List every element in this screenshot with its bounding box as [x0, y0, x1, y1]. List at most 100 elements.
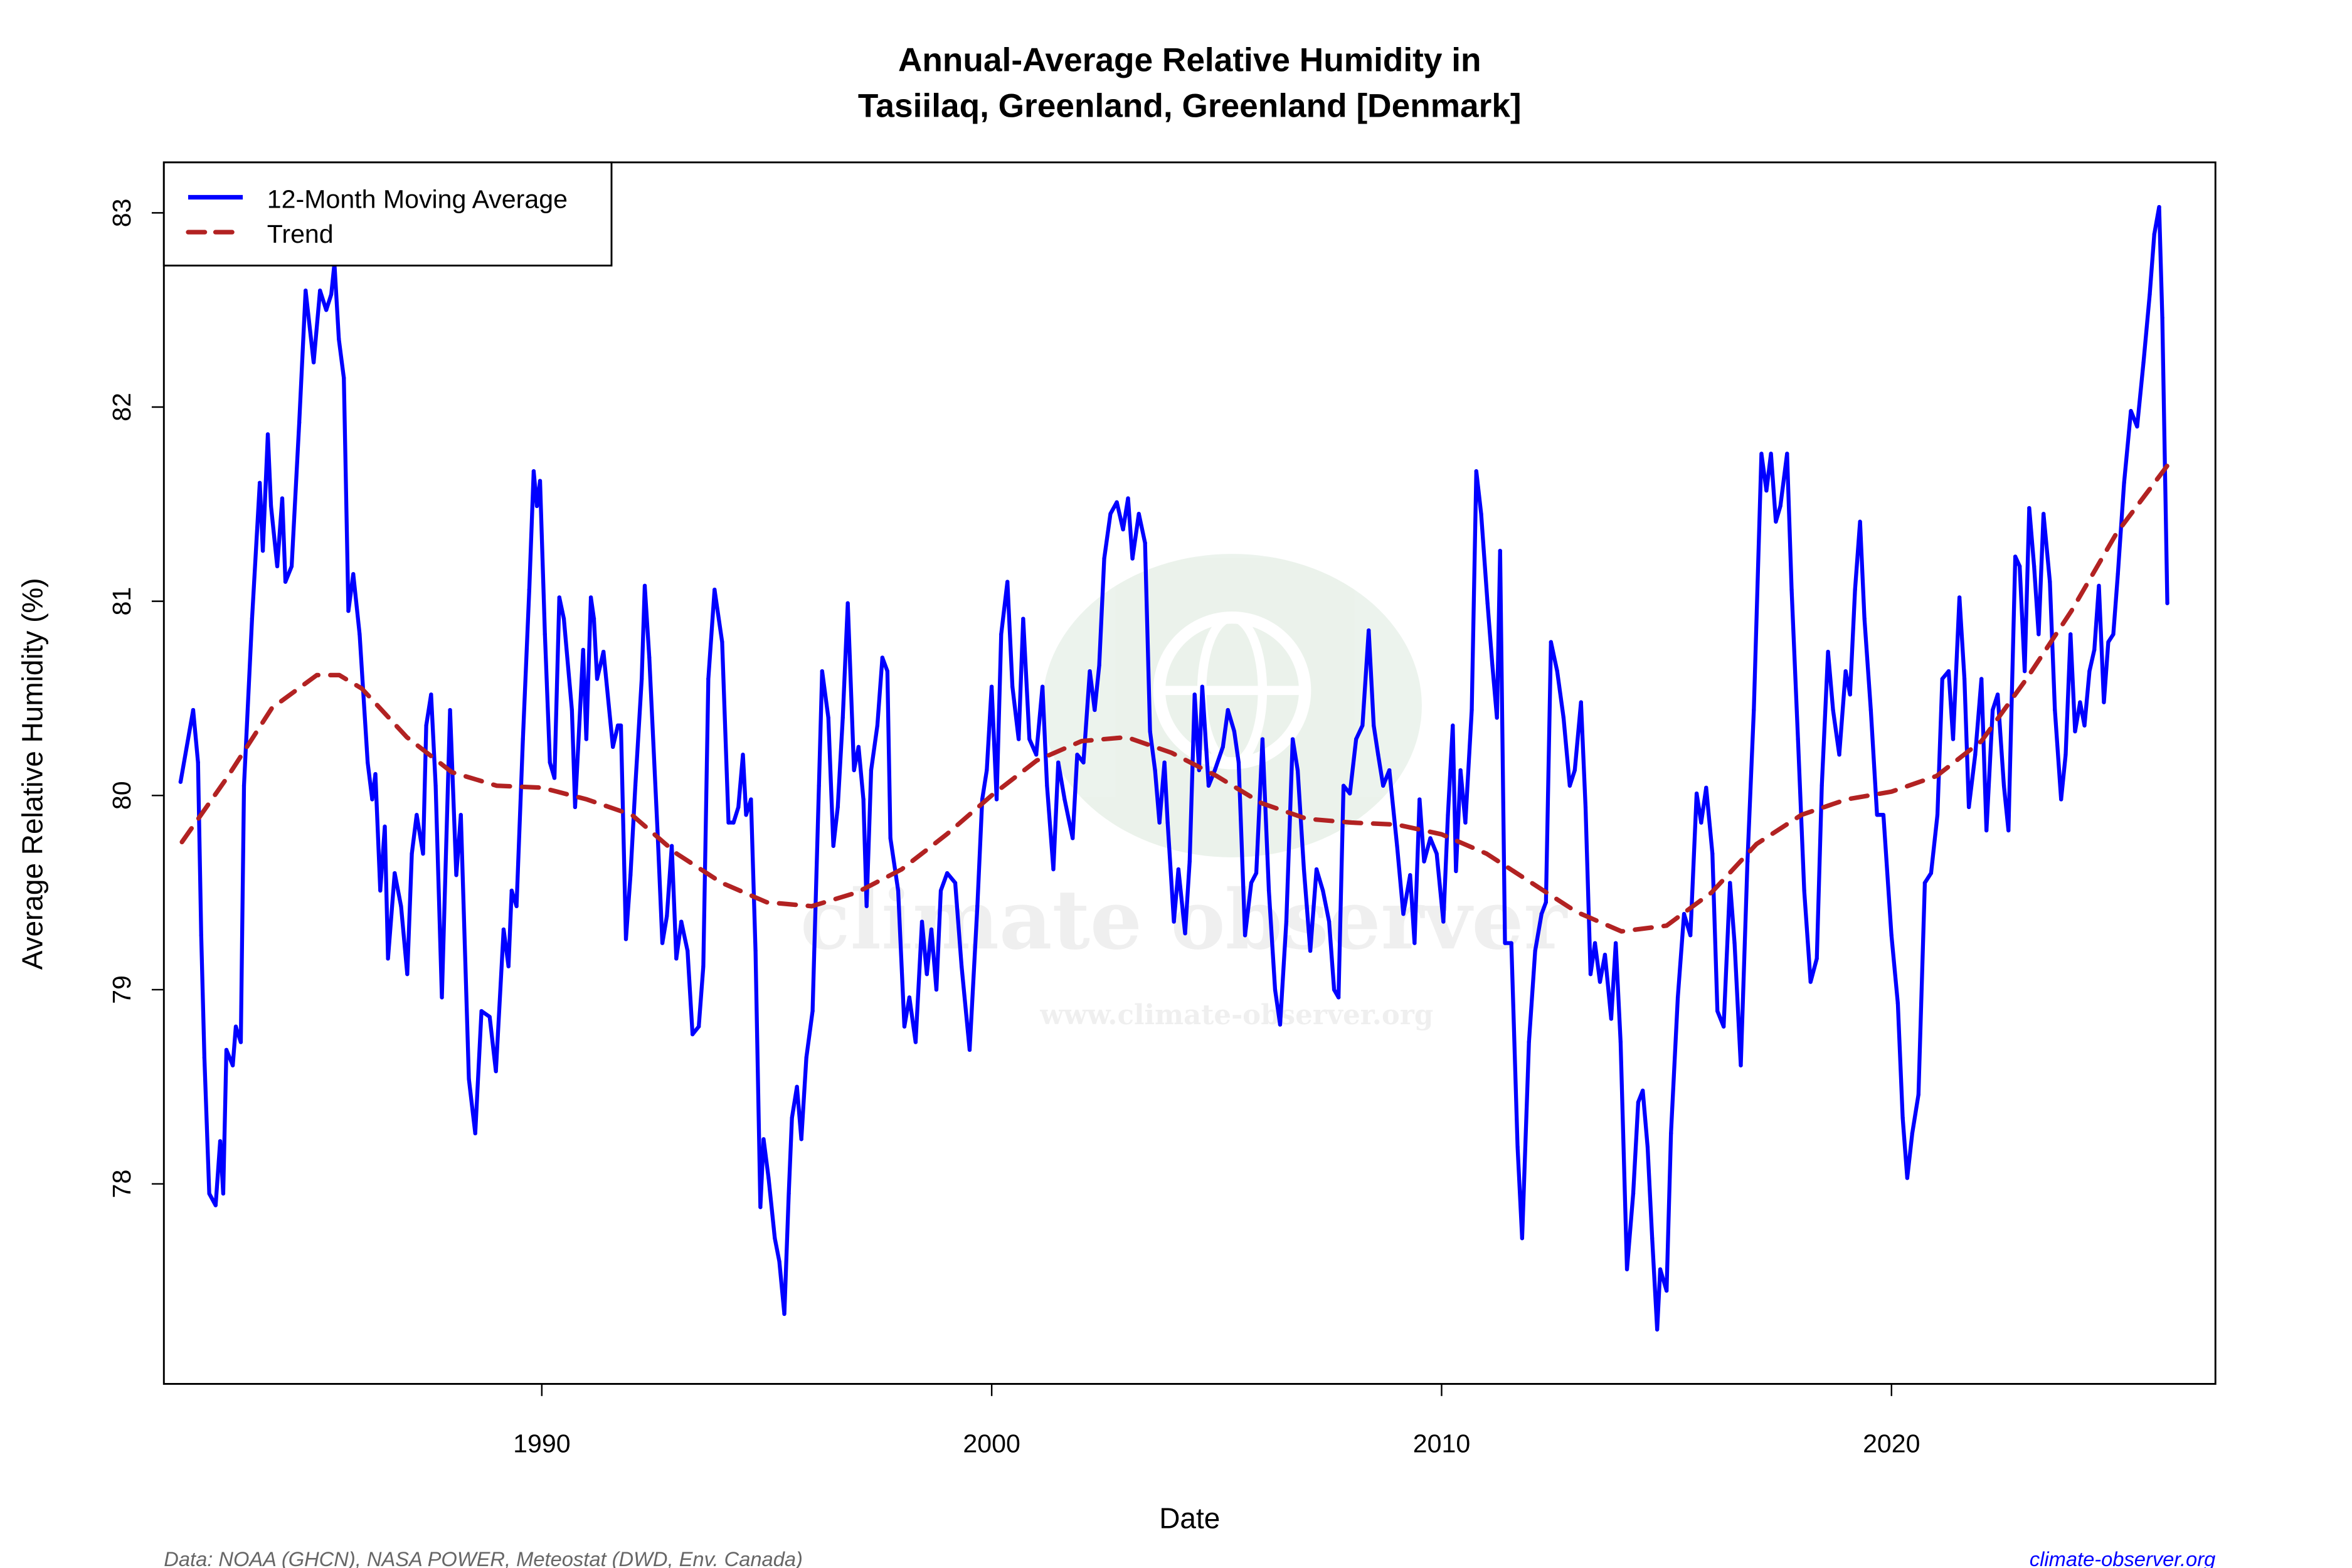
- data-point: [787, 1191, 791, 1196]
- data-point: [588, 595, 593, 600]
- data-point: [1669, 1131, 1673, 1136]
- data-point: [1395, 844, 1399, 848]
- data-point: [907, 995, 912, 1000]
- data-point: [618, 723, 623, 728]
- data-point: [639, 677, 644, 681]
- data-point: [875, 723, 880, 728]
- data-point: [1027, 737, 1032, 741]
- series-layer: [178, 204, 2173, 1332]
- data-point: [378, 888, 383, 893]
- data-point: [501, 927, 506, 932]
- data-point: [975, 904, 980, 908]
- data-point: [1951, 737, 1956, 741]
- data-point: [440, 995, 444, 1000]
- x-tick-label: 2020: [1863, 1429, 1920, 1458]
- data-point: [2053, 707, 2057, 712]
- data-point: [337, 337, 341, 341]
- data-point: [1148, 729, 1152, 734]
- data-point: [1567, 783, 1572, 788]
- data-point: [773, 1236, 777, 1241]
- data-point: [1778, 504, 1783, 509]
- data-point: [1739, 1063, 1743, 1067]
- data-point: [207, 1191, 211, 1196]
- data-point: [1226, 707, 1230, 712]
- data-point: [913, 1040, 918, 1044]
- data-point: [1408, 873, 1412, 877]
- data-point: [1372, 723, 1376, 728]
- data-point: [1428, 836, 1433, 840]
- data-point: [1509, 941, 1513, 945]
- data-point: [1153, 768, 1157, 773]
- data-point: [569, 707, 575, 712]
- data-point: [1752, 707, 1756, 712]
- data-point: [1017, 737, 1021, 741]
- data-point: [1895, 1001, 1900, 1005]
- x-tick-label: 2000: [963, 1429, 1020, 1458]
- data-point: [2122, 480, 2126, 485]
- data-point: [1081, 760, 1086, 765]
- data-point: [429, 692, 433, 697]
- legend-box: [162, 161, 613, 267]
- data-point: [297, 420, 302, 425]
- data-point: [1875, 813, 1879, 817]
- data-point: [1588, 972, 1593, 977]
- data-point: [1192, 692, 1197, 697]
- data-point: [366, 760, 370, 765]
- data-point: [415, 813, 419, 817]
- data-point: [1675, 995, 1680, 1000]
- data-point: [221, 1191, 226, 1196]
- data-point: [896, 888, 901, 893]
- data-point: [1533, 948, 1537, 953]
- data-point: [521, 737, 525, 741]
- data-point: [399, 904, 403, 908]
- data-point: [1539, 912, 1544, 916]
- data-point: [938, 888, 943, 893]
- data-point: [1962, 677, 1967, 681]
- data-point: [1520, 1236, 1525, 1241]
- data-point: [2037, 632, 2041, 637]
- data-point: [1290, 737, 1295, 741]
- data-point: [1249, 881, 1254, 885]
- data-point: [1010, 684, 1015, 689]
- data-point: [1618, 1040, 1623, 1044]
- data-point: [1957, 595, 1962, 600]
- data-point: [2157, 204, 2161, 209]
- data-point: [342, 376, 346, 380]
- data-point: [1045, 783, 1049, 788]
- data-point: [782, 1311, 787, 1316]
- data-point: [2048, 580, 2052, 584]
- data-point: [1470, 707, 1474, 712]
- data-point: [817, 783, 821, 788]
- data-point: [584, 737, 588, 741]
- data-point: [1820, 783, 1824, 788]
- data-point: [1332, 987, 1337, 992]
- data-point: [967, 1047, 972, 1052]
- data-point: [731, 820, 736, 825]
- data-point: [1715, 1009, 1720, 1014]
- data-point: [1495, 716, 1499, 720]
- site-link-text[interactable]: climate-observer.org: [2030, 1547, 2215, 1568]
- data-point: [1544, 900, 1549, 904]
- data-point: [1624, 1267, 1629, 1271]
- data-point: [433, 783, 438, 788]
- data-point: [953, 881, 958, 885]
- data-point: [393, 871, 397, 876]
- data-point: [1802, 888, 1806, 893]
- data-point: [1837, 753, 1841, 757]
- data-point: [869, 768, 874, 773]
- data-point: [1597, 980, 1602, 984]
- x-tick-label: 1990: [513, 1429, 570, 1458]
- data-point: [1910, 1131, 1914, 1136]
- site-link[interactable]: climate-observer.org: [2030, 1547, 2215, 1568]
- data-point: [2129, 409, 2133, 413]
- chart-title: Annual-Average Relative Humidity in: [898, 42, 1481, 79]
- data-point: [820, 669, 824, 674]
- data-point: [1454, 869, 1458, 874]
- x-tick-label: 2010: [1413, 1429, 1470, 1458]
- data-point: [1946, 669, 1951, 674]
- data-point: [1165, 820, 1170, 825]
- data-point: [2116, 572, 2120, 576]
- data-point: [289, 564, 294, 569]
- data-point: [1284, 919, 1289, 924]
- data-point: [766, 1176, 771, 1180]
